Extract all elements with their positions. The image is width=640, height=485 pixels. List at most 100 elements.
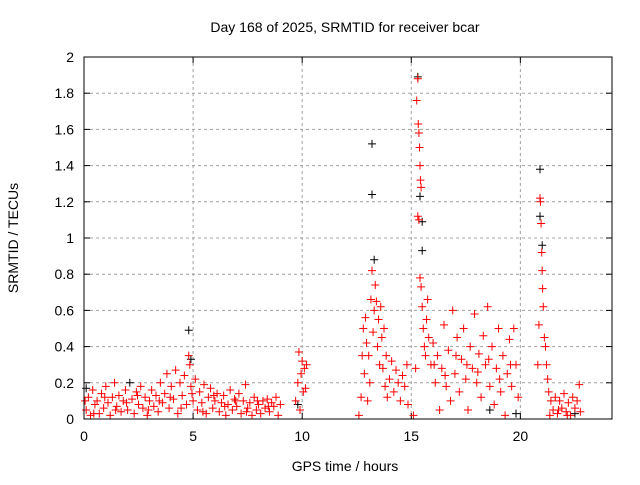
red-point [419,324,428,333]
red-point [219,391,228,400]
black-point [418,246,427,255]
red-point [540,333,549,342]
red-point [226,386,235,395]
black-point [293,400,302,409]
y-tick-label: 0.4 [55,339,75,355]
red-point [444,346,453,355]
y-tick-label: 1.8 [55,85,75,101]
red-point [357,393,366,402]
red-point [555,396,564,405]
red-point [514,393,523,402]
red-point [165,404,174,413]
black-point [536,212,544,221]
red-point [182,400,191,409]
red-point [371,281,380,290]
red-point [272,393,280,402]
red-point [297,369,306,378]
red-point [185,360,194,369]
red-point [180,371,189,380]
red-point [539,302,548,311]
red-point [494,324,503,333]
red-point [474,349,483,358]
red-point [412,96,421,105]
red-point [167,382,176,391]
red-point [149,402,158,411]
red-point [422,315,431,324]
red-point [544,387,553,396]
y-tick-label: 2 [66,49,74,65]
red-point [264,402,273,411]
red-point [551,393,560,402]
red-point [411,364,420,373]
red-point [376,302,385,311]
red-point [365,378,374,387]
red-point [470,310,479,319]
red-point [466,342,475,351]
red-point [291,396,300,405]
red-point [298,357,307,366]
red-point [372,297,381,306]
red-point [93,396,102,405]
red-point [215,407,224,416]
red-point [254,400,263,409]
red-point [361,313,370,322]
red-point [213,389,222,398]
chart-title: Day 168 of 2025, SRMTID for receiver bca… [210,19,480,35]
red-point [253,396,262,405]
red-point [485,382,494,391]
red-point [177,404,186,413]
red-point [568,393,577,402]
red-point [220,402,229,411]
x-axis-label: GPS time / hours [292,458,399,474]
red-point [542,360,551,369]
red-point [413,212,422,221]
red-point [256,409,265,418]
red-point [133,391,142,400]
red-point [89,409,98,418]
red-point [483,302,492,311]
red-point [387,357,396,366]
red-point [242,407,251,416]
red-point [503,369,512,378]
red-point [301,384,310,393]
red-point [169,395,178,404]
red-point [496,387,505,396]
red-point [495,375,504,384]
red-point [294,348,303,357]
red-point [114,391,123,400]
plot-frame [83,56,613,420]
red-point [152,391,160,400]
red-point [144,405,153,414]
red-point [488,342,496,351]
red-point [501,411,510,420]
red-point [409,411,418,420]
red-point [468,364,477,373]
x-tick-label: 15 [403,428,419,444]
y-tick-label: 0.6 [55,302,75,318]
red-point [239,396,248,405]
red-point [202,409,211,418]
red-point [421,351,430,360]
red-point [537,219,546,228]
x-tick-label: 20 [513,428,529,444]
red-point [416,161,424,170]
red-point [363,396,372,405]
red-point [224,400,232,409]
red-point [208,404,217,413]
red-point [492,364,501,373]
red-point [230,395,239,404]
red-point [414,215,423,224]
red-point [173,409,182,418]
red-point [99,404,108,413]
red-point [97,389,106,398]
red-point [553,409,562,418]
red-point [416,273,424,282]
y-tick-label: 1.4 [55,158,75,174]
red-point [472,378,481,387]
black-point [512,409,520,418]
black-point [536,165,544,174]
red-point [156,378,165,387]
red-point [245,398,254,407]
red-point [417,183,426,192]
